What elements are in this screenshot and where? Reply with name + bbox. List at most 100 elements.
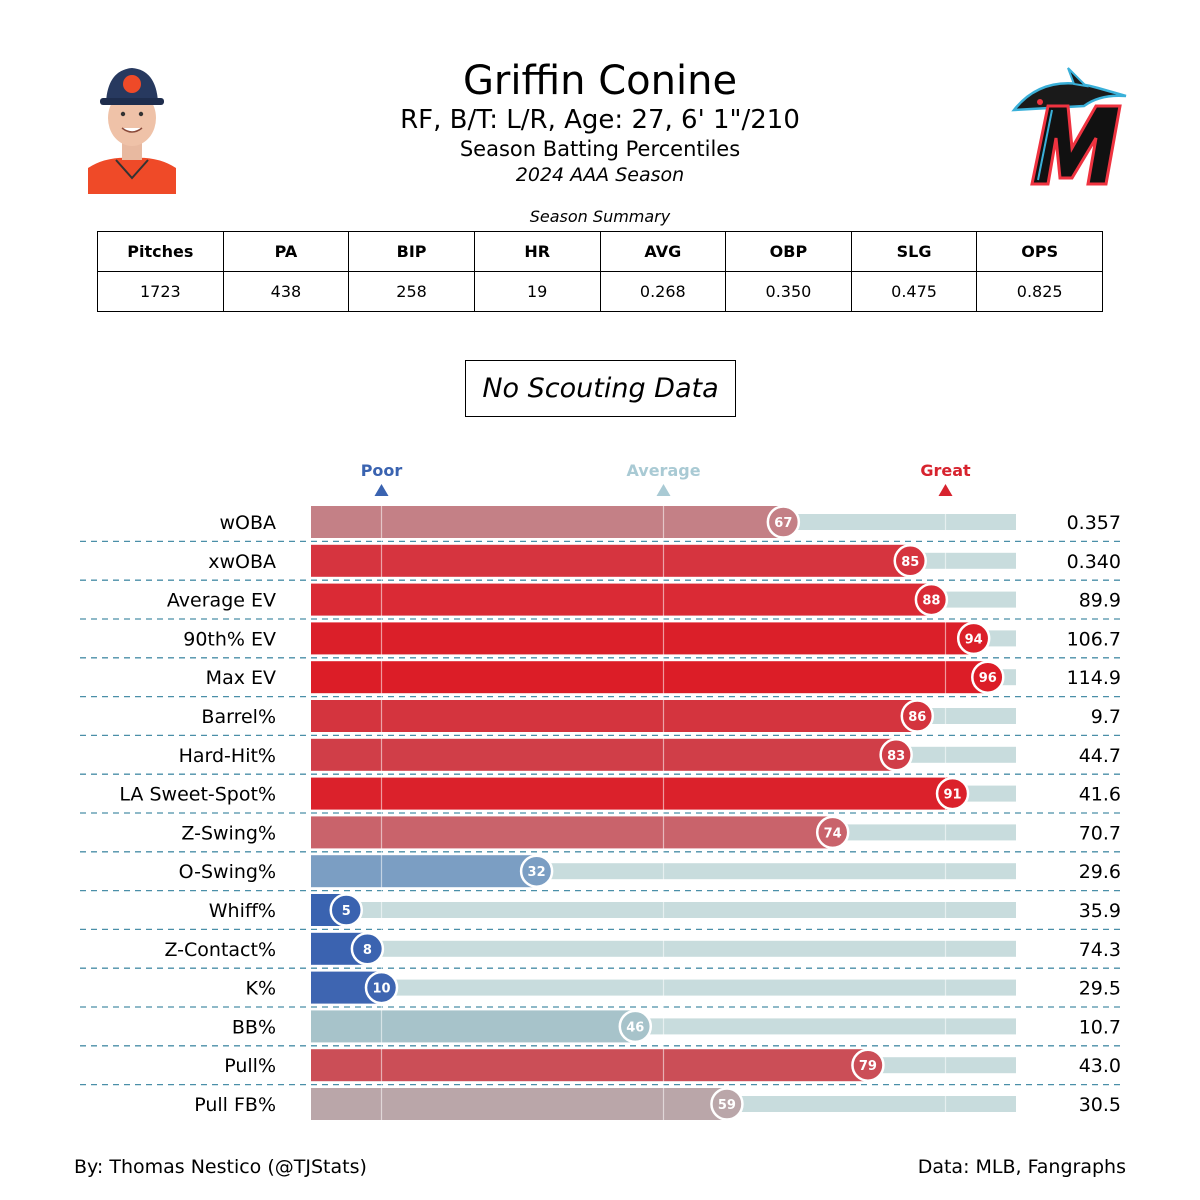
metric-label: Barrel% — [201, 706, 276, 728]
summary-header-row: Pitches PA BIP HR AVG OBP SLG OPS — [97, 231, 1103, 272]
percentile-bar — [311, 855, 537, 888]
percentile-value: 67 — [774, 516, 792, 531]
percentile-value: 5 — [342, 904, 351, 919]
metric-label: Average EV — [167, 590, 276, 612]
percentile-badge — [350, 932, 385, 966]
percentile-value: 74 — [824, 826, 842, 841]
summary-header-cell: PA — [222, 231, 350, 272]
percentile-badge — [618, 1009, 653, 1044]
percentile-bar — [311, 583, 932, 616]
summary-value-cell: 1723 — [97, 271, 224, 312]
summary-caption: Season Summary — [529, 207, 671, 226]
summary-header-cell: OBP — [725, 231, 852, 272]
percentile-value: 46 — [626, 1020, 644, 1035]
marker-triangle — [374, 484, 389, 496]
player-info: RF, B/T: L/R, Age: 27, 6' 1"/210 — [400, 105, 800, 135]
percentile-badge — [519, 854, 554, 888]
metric-value: 44.7 — [1079, 745, 1121, 767]
percentile-bar — [311, 738, 897, 771]
summary-header-cell: BIP — [348, 231, 475, 272]
metric-value: 9.7 — [1091, 706, 1121, 728]
metric-label: K% — [245, 978, 276, 1000]
player-headshot — [86, 62, 178, 194]
percentile-bar — [311, 661, 988, 694]
percentile-value: 79 — [859, 1059, 877, 1074]
summary-value-cell: 19 — [473, 271, 601, 312]
percentile-badge — [766, 505, 801, 539]
author-credit: By: Thomas Nestico (@TJStats) — [74, 1156, 367, 1178]
metric-label: Pull FB% — [194, 1094, 276, 1116]
metric-label: Max EV — [206, 667, 276, 689]
metric-label: BB% — [232, 1016, 276, 1038]
season-label: 2024 AAA Season — [515, 164, 685, 186]
metric-value: 29.6 — [1079, 861, 1121, 883]
percentile-value: 94 — [965, 632, 983, 647]
metric-value: 29.5 — [1079, 978, 1121, 1000]
summary-value-cell: 258 — [348, 271, 475, 312]
team-logo — [1004, 66, 1136, 190]
metric-label: Z-Contact% — [164, 939, 276, 961]
percentile-badge — [710, 1087, 744, 1121]
metric-label: wOBA — [219, 512, 276, 534]
metric-label: Hard-Hit% — [179, 745, 276, 767]
percentile-bar — [311, 506, 784, 538]
percentile-badge — [914, 582, 949, 617]
summary-value-cell: 438 — [222, 271, 350, 312]
summary-value-cell: 0.475 — [850, 271, 978, 312]
percentile-value: 91 — [944, 788, 962, 803]
marker-triangle — [938, 484, 953, 496]
season-summary-table: Pitches PA BIP HR AVG OBP SLG OPS 1723 4… — [97, 231, 1103, 312]
percentile-bar — [311, 1088, 727, 1120]
percentile-badge — [956, 621, 991, 656]
percentile-badge — [935, 776, 970, 811]
percentile-chart: Poor Average Great wOBA 0.357 xwOBA 0.340 Avera… — [80, 461, 1121, 1121]
percentile-value: 86 — [908, 710, 926, 725]
marker-label: Poor — [361, 461, 403, 480]
summary-header-cell: SLG — [850, 231, 978, 272]
scouting-box: No Scouting Data — [465, 360, 736, 417]
metric-value: 106.7 — [1067, 628, 1121, 650]
metric-label: Pull% — [224, 1055, 276, 1077]
percentile-badge — [329, 893, 363, 927]
metric-value: 70.7 — [1079, 822, 1121, 844]
percentile-badge — [851, 1048, 885, 1082]
percentile-bar — [311, 1049, 868, 1082]
percentile-bar — [311, 816, 833, 849]
summary-value-cell: 0.350 — [725, 271, 852, 312]
metric-label: O-Swing% — [179, 861, 276, 883]
metric-value: 89.9 — [1079, 590, 1121, 612]
metric-value: 0.357 — [1067, 512, 1121, 534]
chart-subtitle: Season Batting Percentiles — [459, 137, 741, 161]
metric-value: 74.3 — [1079, 939, 1121, 961]
metric-value: 114.9 — [1067, 667, 1121, 689]
percentile-value: 10 — [372, 982, 390, 997]
percentile-bar — [311, 622, 974, 655]
summary-header-cell: OPS — [976, 231, 1103, 272]
percentile-bar — [311, 544, 911, 577]
summary-header-cell: HR — [473, 231, 601, 272]
metric-value: 43.0 — [1079, 1055, 1121, 1077]
metric-label: xwOBA — [208, 551, 276, 573]
marker-triangle — [656, 484, 671, 496]
metric-value: 30.5 — [1079, 1094, 1121, 1116]
summary-value-cell: 0.825 — [976, 271, 1103, 312]
percentile-badge — [900, 699, 935, 733]
data-source: Data: MLB, Fangraphs — [917, 1156, 1126, 1178]
percentile-badge — [364, 970, 399, 1005]
percentile-badge — [815, 815, 850, 850]
marker-label: Average — [626, 461, 700, 480]
summary-value-row: 1723 438 258 19 0.268 0.350 0.475 0.825 — [97, 271, 1103, 312]
percentile-bar — [311, 777, 953, 810]
percentile-bar — [311, 1010, 636, 1043]
summary-header-cell: AVG — [599, 231, 727, 272]
percentile-badge — [893, 544, 927, 578]
percentile-value: 59 — [718, 1098, 736, 1113]
metric-label: 90th% EV — [183, 628, 276, 650]
metric-label: Whiff% — [209, 900, 276, 922]
percentile-bar — [311, 700, 918, 732]
percentile-badge — [971, 660, 1005, 694]
metric-value: 10.7 — [1079, 1016, 1121, 1038]
percentile-value: 83 — [887, 749, 905, 764]
percentile-value: 85 — [901, 555, 919, 570]
player-name: Griffin Conine — [462, 58, 738, 104]
